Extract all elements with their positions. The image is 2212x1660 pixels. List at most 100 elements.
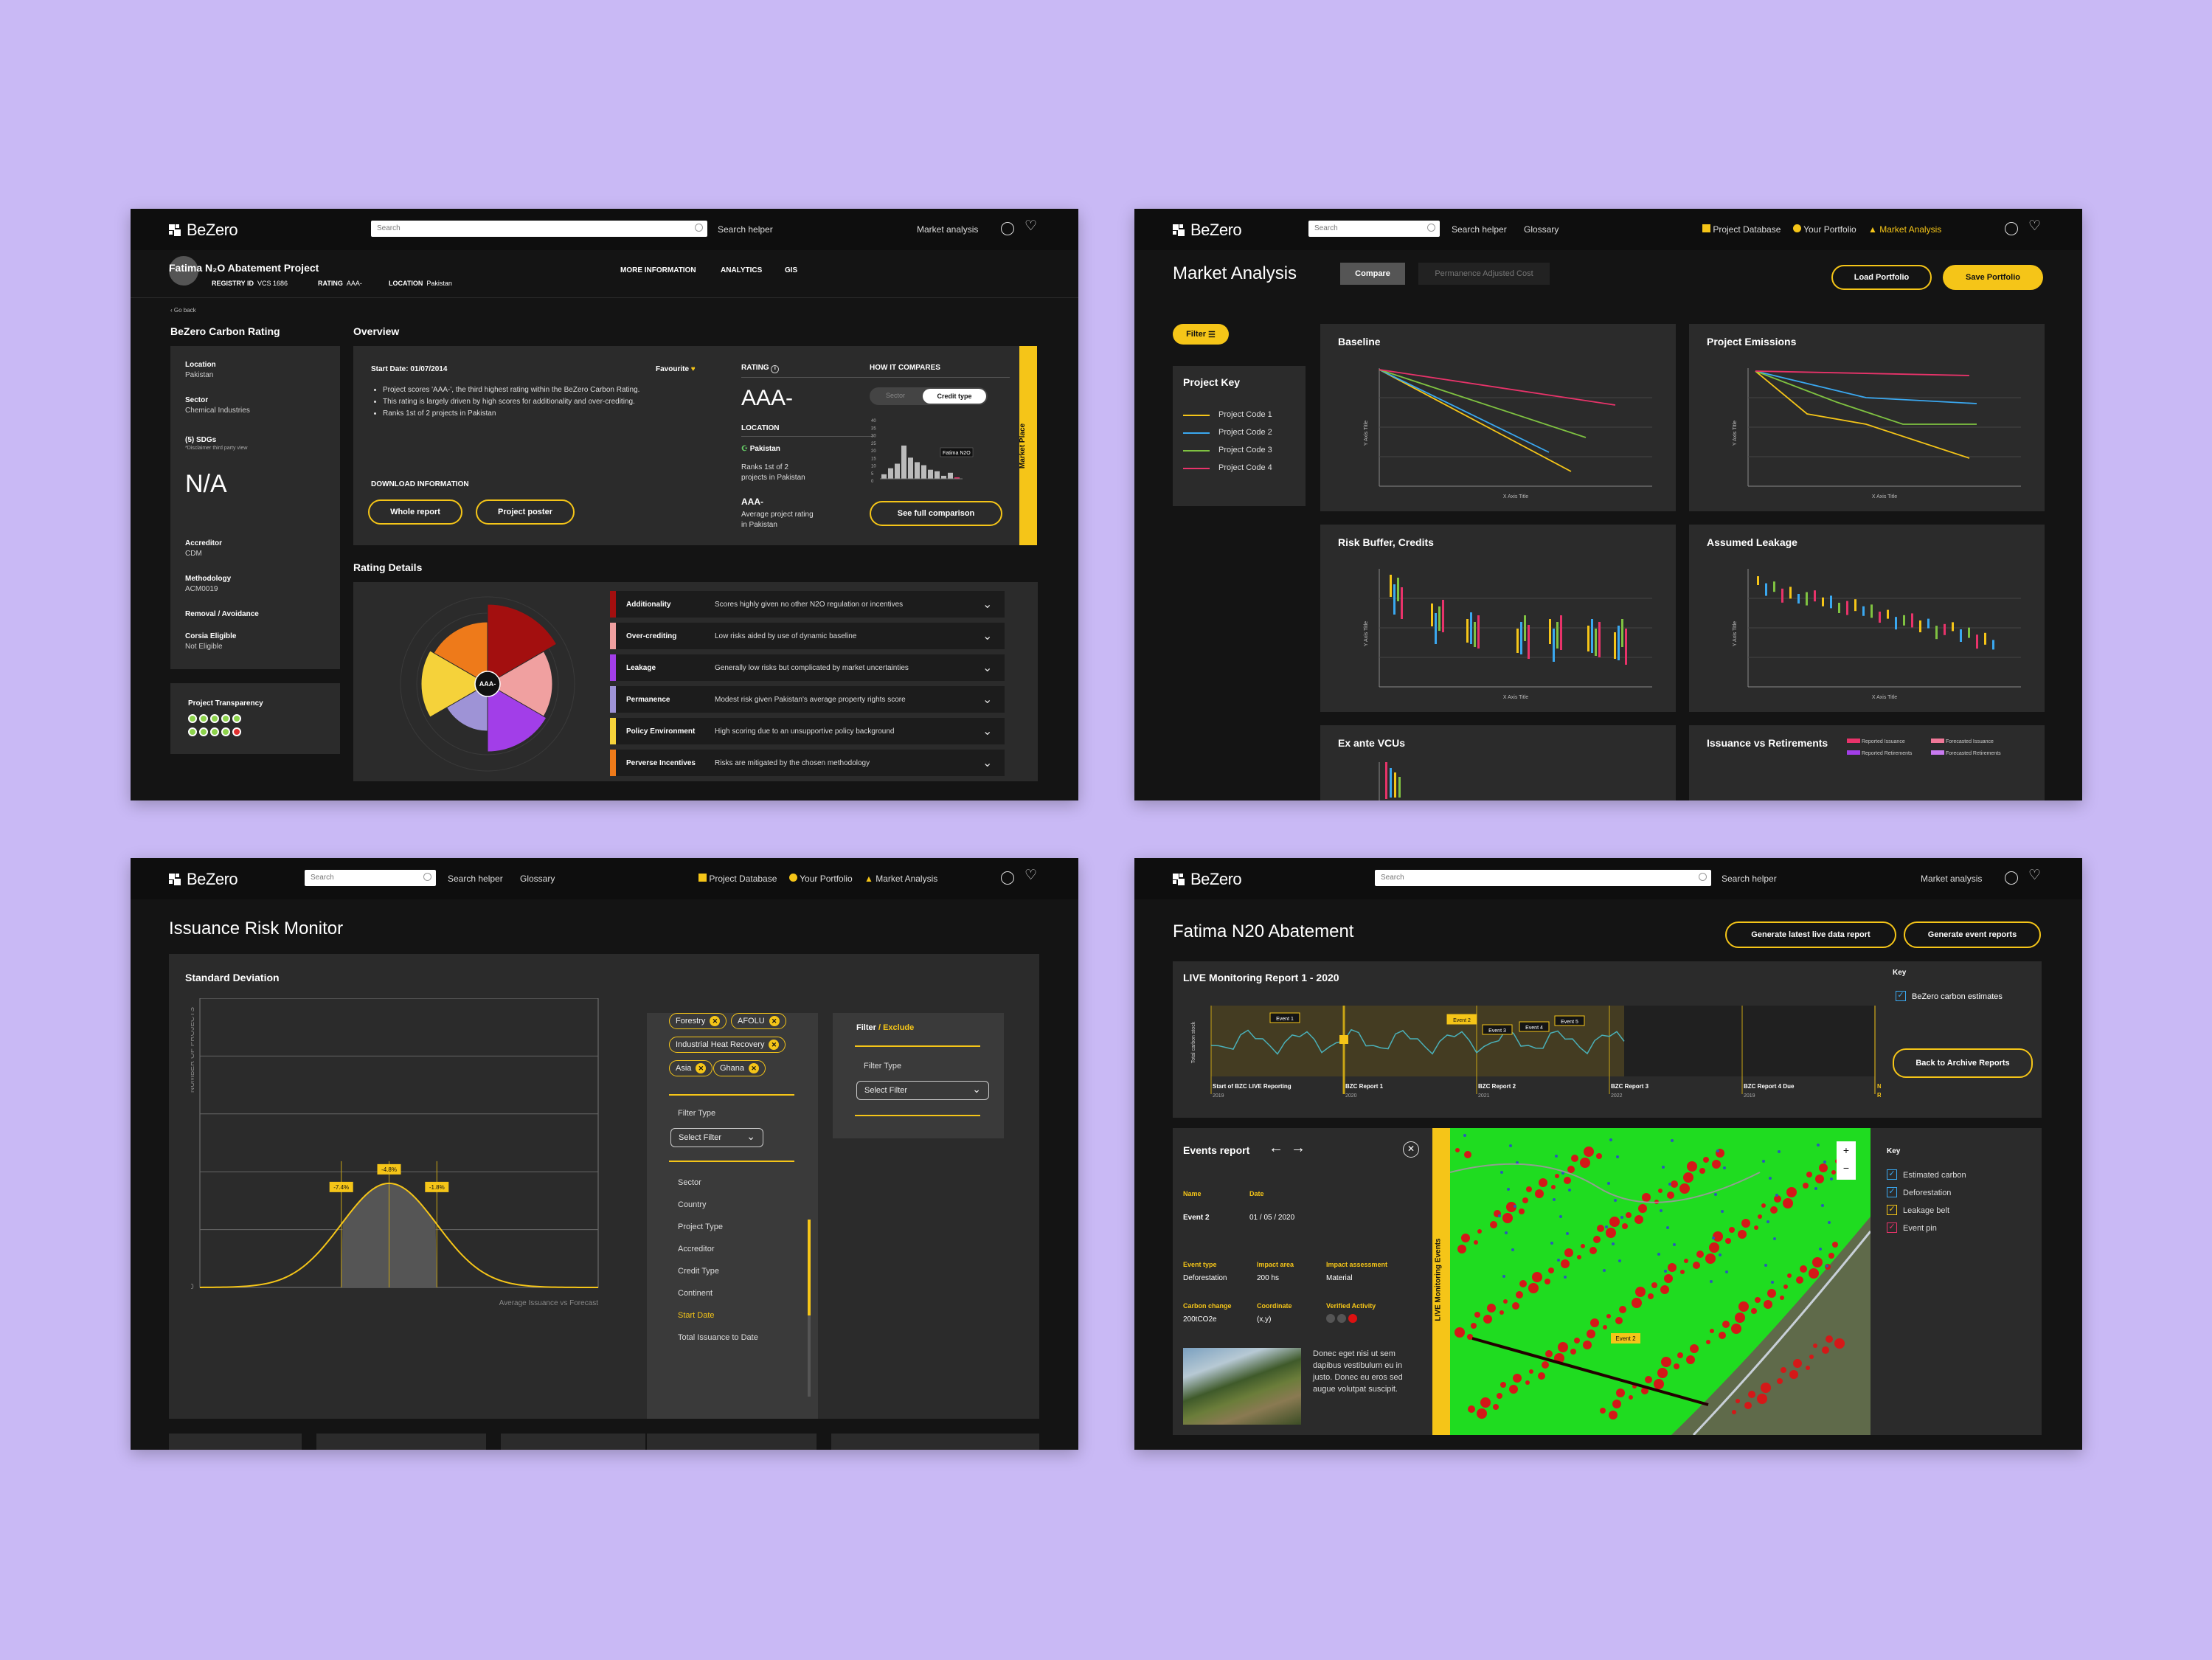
user-icon[interactable] bbox=[2005, 222, 2018, 235]
candle-bar bbox=[1477, 615, 1480, 649]
tab-analytics[interactable]: ANALYTICS bbox=[721, 266, 763, 274]
favourite-button[interactable]: Favourite ♥ bbox=[656, 365, 696, 373]
close-icon[interactable]: ✕ bbox=[769, 1040, 780, 1050]
toggle-credit-type[interactable]: Credit type bbox=[923, 389, 986, 404]
toggle-sector[interactable]: Sector bbox=[886, 392, 906, 399]
full-comparison-button[interactable]: See full comparison bbox=[870, 501, 1002, 526]
compare-toggle[interactable]: Sector Credit type bbox=[870, 387, 988, 405]
whole-report-button[interactable]: Whole report bbox=[368, 499, 462, 525]
generate-event-reports-button[interactable]: Generate event reports bbox=[1904, 921, 2041, 948]
tab-gis[interactable]: GIS bbox=[785, 266, 798, 274]
rating-detail-row[interactable]: Permanence Modest risk given Pakistan's a… bbox=[610, 686, 1005, 713]
heart-icon[interactable]: ♡ bbox=[2028, 218, 2042, 234]
chevron-down-icon[interactable]: ⌄ bbox=[982, 662, 993, 674]
user-icon[interactable] bbox=[1001, 222, 1014, 235]
key-checkbox[interactable]: ✓ bbox=[1887, 1205, 1897, 1215]
market-analysis-link[interactable]: Market analysis bbox=[1921, 874, 1983, 884]
close-icon[interactable]: ✕ bbox=[749, 1063, 760, 1073]
candle-bar bbox=[1553, 629, 1555, 662]
rating-detail-row[interactable]: Leakage Generally low risks but complicat… bbox=[610, 654, 1005, 681]
future-band bbox=[1624, 1006, 1875, 1076]
select-filter-dropdown[interactable]: Select Filter bbox=[670, 1128, 763, 1147]
search-input[interactable]: Search bbox=[1308, 221, 1440, 237]
search-helper-link[interactable]: Search helper bbox=[718, 224, 773, 235]
heart-icon[interactable]: ♡ bbox=[1024, 218, 1038, 234]
chevron-down-icon[interactable]: ⌄ bbox=[982, 725, 993, 738]
user-icon[interactable] bbox=[2005, 871, 2018, 885]
filter-chip[interactable]: AFOLU ✕ bbox=[731, 1013, 786, 1029]
key-checkbox[interactable]: ✓ bbox=[1887, 1187, 1897, 1197]
go-back-link[interactable]: ‹ Go back bbox=[170, 307, 196, 314]
favourite-label: Favourite bbox=[656, 365, 690, 373]
rating-detail-row[interactable]: Policy Environment High scoring due to an… bbox=[610, 718, 1005, 744]
nav-market-analysis[interactable]: ▲ Market Analysis bbox=[1868, 224, 1941, 235]
nav-your-portfolio[interactable]: Your Portfolio bbox=[1793, 224, 1856, 235]
nav-project-database[interactable]: Project Database bbox=[698, 874, 777, 884]
tab-more-information[interactable]: MORE INFORMATION bbox=[620, 266, 696, 274]
rating-detail-row[interactable]: Additionality Scores highly given no othe… bbox=[610, 591, 1005, 618]
chevron-down-icon[interactable]: ⌄ bbox=[982, 694, 993, 706]
generate-live-report-button[interactable]: Generate latest live data report bbox=[1725, 921, 1896, 948]
nav-market-analysis[interactable]: ▲ Market Analysis bbox=[864, 874, 937, 884]
user-icon[interactable] bbox=[1001, 871, 1014, 885]
market-analysis-link[interactable]: Market analysis bbox=[917, 224, 979, 235]
search-input[interactable]: Search bbox=[371, 221, 707, 237]
filter-button[interactable]: Filter ☰ bbox=[1173, 324, 1229, 345]
glossary-link[interactable]: Glossary bbox=[520, 874, 555, 884]
key-checkbox[interactable]: ✓ bbox=[1887, 1222, 1897, 1233]
nav-project-database[interactable]: Project Database bbox=[1702, 224, 1781, 235]
search-input[interactable]: Search bbox=[305, 870, 436, 886]
chevron-down-icon[interactable]: ⌄ bbox=[982, 630, 993, 643]
filter-chip[interactable]: Ghana ✕ bbox=[713, 1060, 766, 1076]
rating-detail-row[interactable]: Over-crediting Low risks aided by use of … bbox=[610, 623, 1005, 649]
close-icon[interactable]: ✕ bbox=[696, 1063, 707, 1073]
logo[interactable]: BeZero bbox=[1173, 870, 1242, 889]
scrollbar[interactable] bbox=[808, 1220, 811, 1397]
rating-detail-row[interactable]: Perverse Incentives Risks are mitigated b… bbox=[610, 750, 1005, 776]
deforestation-patch bbox=[1787, 1273, 1792, 1278]
checkbox[interactable]: ✓ bbox=[1896, 991, 1906, 1001]
project-poster-button[interactable]: Project poster bbox=[476, 499, 575, 525]
compare-tab[interactable]: Compare bbox=[1340, 263, 1405, 285]
key-label: BeZero carbon estimates bbox=[1912, 992, 2003, 1001]
search-input[interactable]: Search bbox=[1375, 870, 1711, 886]
chevron-down-icon[interactable]: ⌄ bbox=[982, 598, 993, 611]
logo[interactable]: BeZero bbox=[169, 221, 238, 240]
heart-icon[interactable]: ♡ bbox=[2028, 868, 2042, 883]
deforestation-map[interactable]: Event 2 bbox=[1450, 1128, 1871, 1435]
close-icon[interactable]: ✕ bbox=[710, 1016, 721, 1026]
filter-chip[interactable]: Asia ✕ bbox=[669, 1060, 713, 1076]
key-checkbox[interactable]: ✓ bbox=[1887, 1169, 1897, 1180]
nav-your-portfolio[interactable]: Your Portfolio bbox=[789, 874, 853, 884]
logo[interactable]: BeZero bbox=[169, 870, 238, 889]
chevron-down-icon[interactable]: ⌄ bbox=[982, 757, 993, 770]
bottom-card bbox=[169, 1434, 302, 1450]
deforestation-patch bbox=[1455, 1148, 1460, 1152]
load-portfolio-button[interactable]: Load Portfolio bbox=[1831, 265, 1932, 290]
leakage-path bbox=[1450, 1163, 1761, 1203]
exclude-link[interactable]: / Exclude bbox=[878, 1023, 915, 1032]
close-icon[interactable]: ✕ bbox=[769, 1016, 780, 1026]
chart-title: Assumed Leakage bbox=[1707, 536, 1797, 548]
heart-icon[interactable]: ♡ bbox=[1024, 868, 1038, 883]
search-helper-link[interactable]: Search helper bbox=[1452, 224, 1507, 235]
filter-chip[interactable]: Forestry ✕ bbox=[669, 1013, 727, 1029]
search-helper-link[interactable]: Search helper bbox=[448, 874, 503, 884]
close-icon[interactable]: ✕ bbox=[1403, 1141, 1419, 1158]
back-to-archive-button[interactable]: Back to Archive Reports bbox=[1893, 1048, 2033, 1078]
market-place-tab[interactable]: Market Place bbox=[1019, 346, 1037, 545]
search-helper-link[interactable]: Search helper bbox=[1722, 874, 1777, 884]
pac-tab[interactable]: Permanence Adjusted Cost bbox=[1418, 263, 1550, 285]
scrollbar-thumb[interactable] bbox=[808, 1220, 811, 1315]
glossary-link[interactable]: Glossary bbox=[1524, 224, 1559, 235]
zoom-out-button[interactable]: − bbox=[1842, 1162, 1850, 1174]
arrow-right-icon[interactable]: → bbox=[1291, 1140, 1306, 1156]
info-icon[interactable]: i bbox=[771, 365, 780, 373]
zoom-in-button[interactable]: + bbox=[1842, 1144, 1850, 1156]
arrow-left-icon[interactable]: ← bbox=[1269, 1140, 1283, 1156]
save-portfolio-button[interactable]: Save Portfolio bbox=[1943, 265, 2043, 290]
live-events-tab[interactable]: LIVE Monitoring Events bbox=[1432, 1128, 1450, 1435]
select-filter-dropdown[interactable]: Select Filter bbox=[856, 1081, 989, 1100]
logo[interactable]: BeZero bbox=[1173, 221, 1242, 240]
filter-chip[interactable]: Industrial Heat Recovery ✕ bbox=[669, 1037, 786, 1053]
